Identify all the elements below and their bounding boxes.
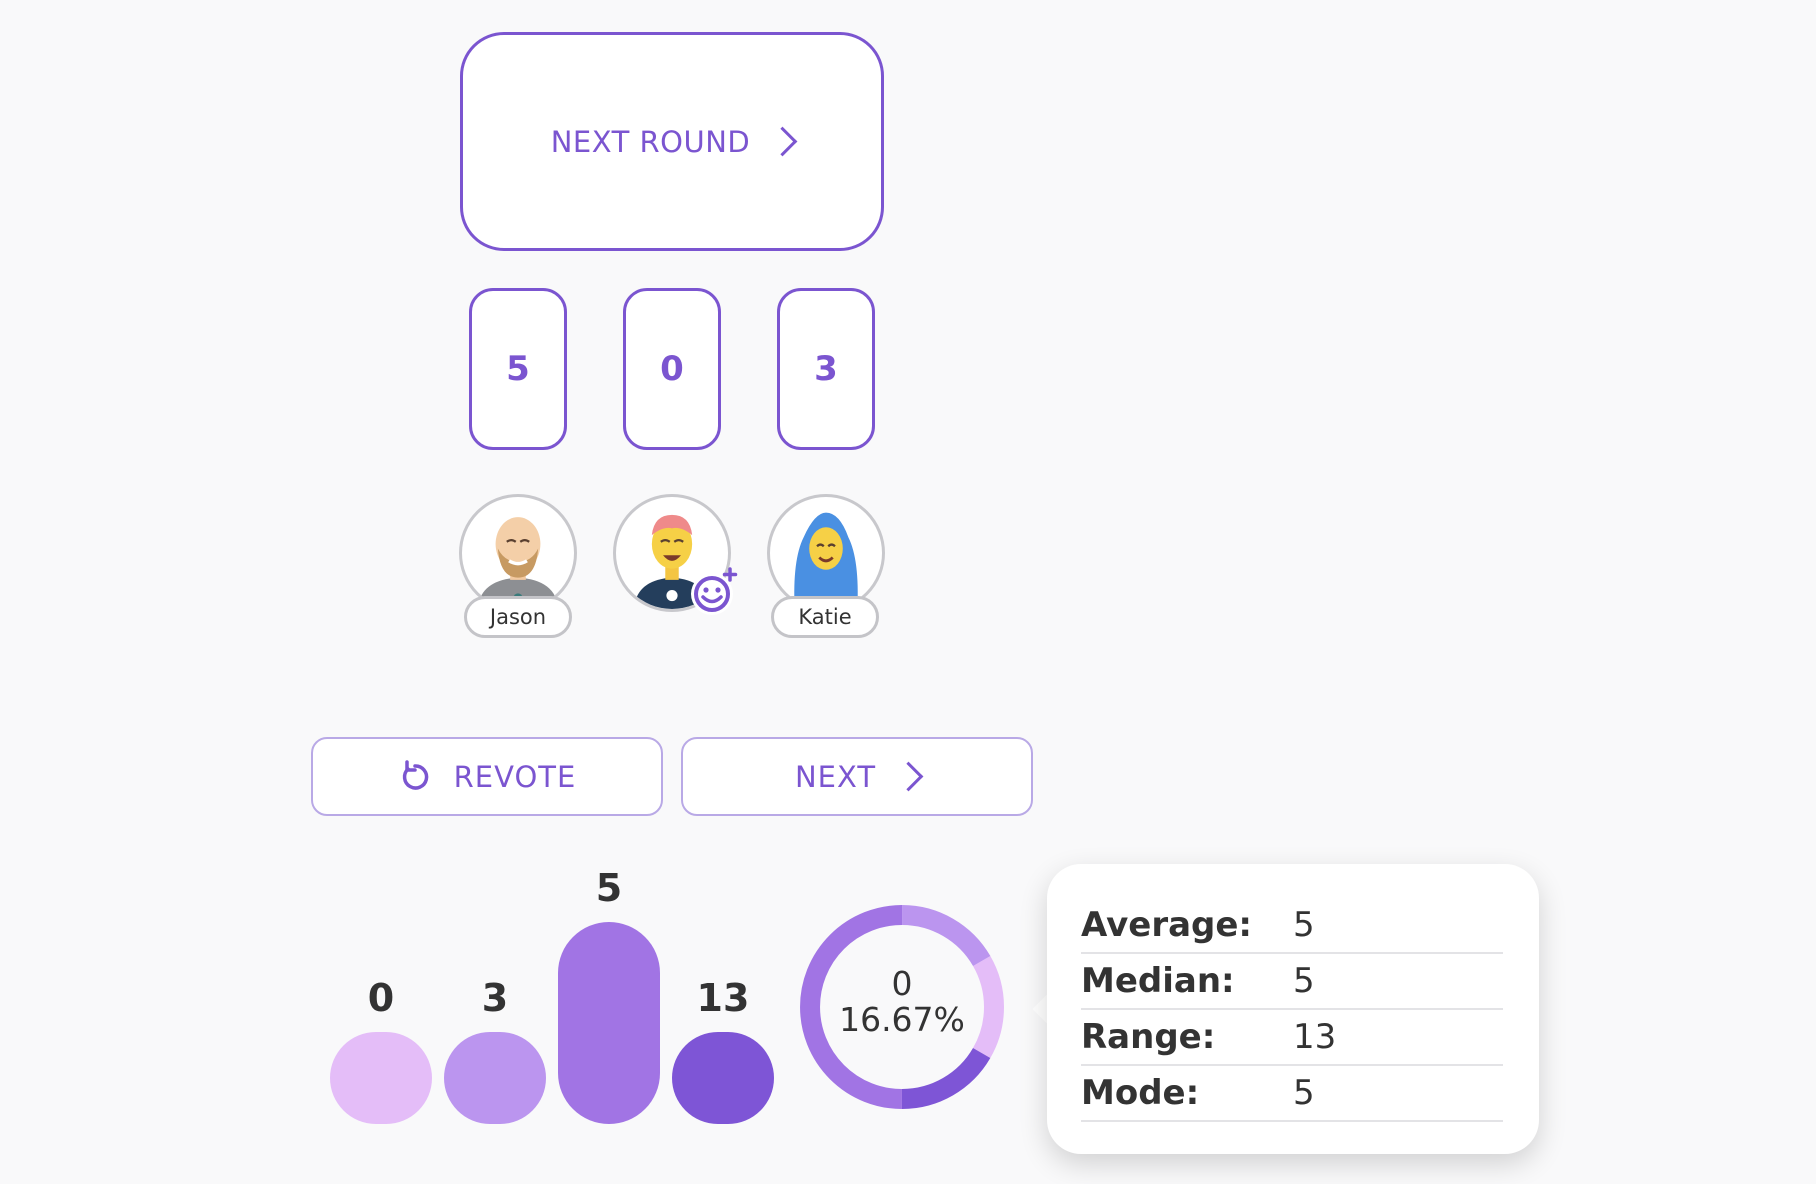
hijab-woman-avatar [794,512,858,609]
donut-percent-label: 16.67% [839,1000,965,1039]
next-round-button[interactable]: NEXT ROUND [460,32,884,251]
donut-segment [901,1047,991,1109]
donut-segment [972,956,1004,1059]
chart-bar-label: 13 [696,976,750,1020]
vote-card: 5 [469,288,567,450]
donut-segment [800,905,903,1109]
bald-bearded-man-avatar [477,517,559,609]
next-label: NEXT [794,759,877,794]
revote-label: REVOTE [453,759,577,794]
stats-panel: Average: 5 Median: 5 Range: 13 Mode: 5 [1047,864,1539,1154]
stat-row-median: Median: 5 [1081,954,1503,1010]
chart-bar [330,1032,432,1124]
pink-hair-person-avatar [633,514,711,609]
stat-value: 5 [1293,961,1315,1001]
vote-card: 0 [623,288,721,450]
vote-donut-chart: 0 16.67% [797,902,1007,1112]
vote-distribution-chart: 0 3 5 13 [320,840,790,1124]
revote-icon [402,759,428,790]
player-name-pill: Katie [771,596,879,638]
player-name-pill: Jason [464,596,572,638]
next-button[interactable]: NEXT [681,737,1033,816]
chevron-right-icon [767,126,798,157]
vote-value: 5 [506,349,530,389]
chevron-right-icon [893,761,924,792]
vote-card: 3 [777,288,875,450]
player-name: Katie [798,605,852,629]
chart-bar [558,922,660,1124]
add-emoji-icon[interactable] [690,566,740,616]
player-avatar-jason [459,494,577,612]
donut-ring [800,905,1004,1109]
chart-bar-label: 5 [595,866,623,910]
chart-bar [444,1032,546,1124]
next-round-label: NEXT ROUND [550,124,751,159]
stat-row-range: Range: 13 [1081,1010,1503,1066]
vote-value: 0 [660,349,684,389]
stat-key: Median: [1081,961,1235,1001]
player-avatar-anonymous [613,494,731,612]
stat-value: 5 [1293,1073,1315,1113]
chart-bar-label: 3 [481,976,509,1020]
player-avatar-katie [767,494,885,612]
stat-value: 5 [1293,905,1315,945]
donut-segment [901,905,991,967]
chart-bar-label: 0 [367,976,395,1020]
revote-button[interactable]: REVOTE [311,737,663,816]
stat-key: Range: [1081,1017,1216,1057]
donut-value-label: 0 [891,964,913,1003]
donut-center-text: 0 16.67% [797,966,1007,1038]
stat-row-mode: Mode: 5 [1081,1066,1503,1122]
player-name: Jason [489,605,547,629]
stat-key: Mode: [1081,1073,1200,1113]
vote-value: 3 [814,349,838,389]
stat-key: Average: [1081,905,1253,945]
chart-bar [672,1032,774,1124]
stat-row-average: Average: 5 [1081,898,1503,954]
stat-value: 13 [1293,1017,1337,1057]
